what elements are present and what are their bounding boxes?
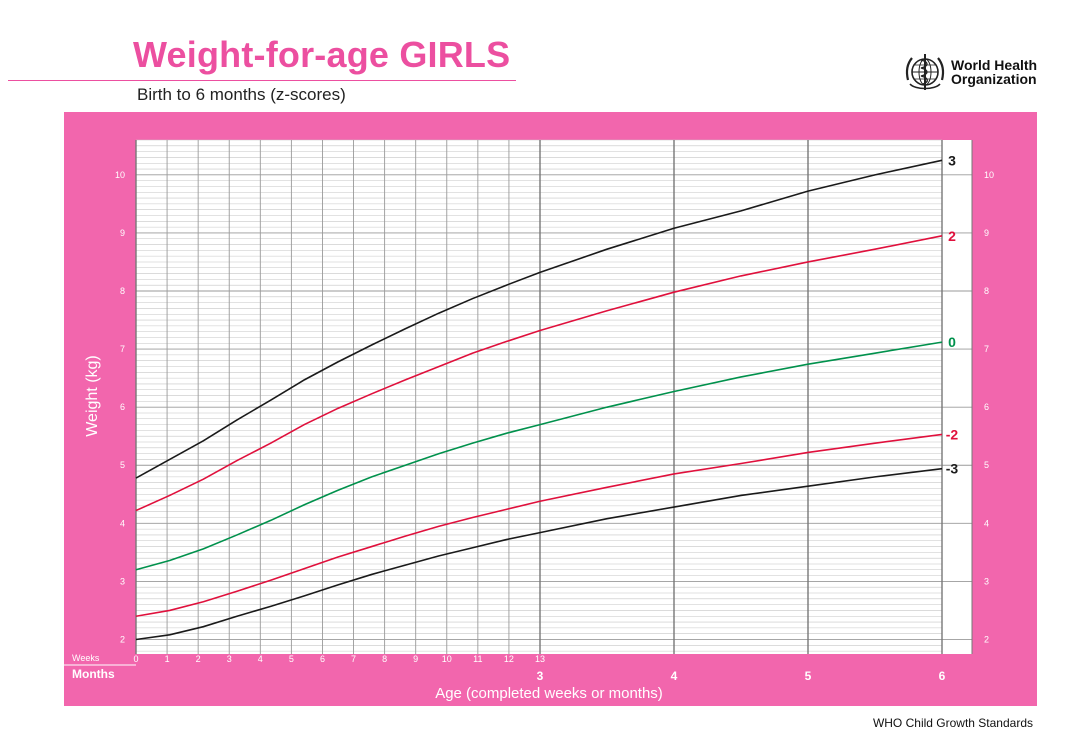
y-tick-label-left: 2 [120,634,125,644]
y-tick-label-right: 10 [984,170,994,180]
x-week-tick-label: 7 [351,654,356,664]
y-tick-label-left: 4 [120,518,125,528]
x-week-tick-label: 4 [258,654,263,664]
y-tick-label-left: 5 [120,460,125,470]
plot-area [136,140,972,654]
x-week-tick-label: 0 [133,654,138,664]
y-tick-label-right: 5 [984,460,989,470]
y-tick-label-right: 2 [984,634,989,644]
series-label: -2 [946,426,959,442]
x-week-tick-label: 13 [535,654,545,664]
series-label: -3 [946,461,959,477]
x-week-tick-label: 8 [382,654,387,664]
x-week-tick-label: 5 [289,654,294,664]
x-month-tick-label: 3 [537,669,544,683]
y-tick-label-left: 10 [115,170,125,180]
x-week-tick-label: 9 [413,654,418,664]
series-line-zminus2 [135,433,943,618]
y-tick-label-right: 6 [984,402,989,412]
grid [135,139,972,654]
series-label: 2 [948,228,956,244]
who-emblem-icon [905,54,945,90]
who-name-line1: World Health [951,57,1038,73]
x-month-tick-label: 4 [671,669,678,683]
series-line-z3 [135,159,943,479]
y-tick-label-left: 8 [120,286,125,296]
y-tick-label-left: 9 [120,228,125,238]
y-tick-label-left: 6 [120,402,125,412]
months-row-label: Months [72,667,115,681]
x-week-tick-label: 10 [442,654,452,664]
y-tick-label-right: 9 [984,228,989,238]
who-logo: World Health Organization [903,50,1037,94]
series-line-z0 [135,341,943,571]
weeks-row-label: Weeks [72,653,100,663]
footer-source: WHO Child Growth Standards [872,716,1033,730]
x-axis-title: Age (completed weeks or months) [435,685,663,702]
x-week-tick-label: 3 [227,654,232,664]
y-tick-label-right: 8 [984,286,989,296]
x-week-tick-label: 2 [196,654,201,664]
page-title: Weight-for-age GIRLS [133,34,511,75]
y-tick-label-left: 3 [120,576,125,586]
x-week-tick-label: 6 [320,654,325,664]
series-line-z2 [135,235,943,512]
who-name-line2: Organization [951,71,1037,87]
y-tick-label-right: 4 [984,518,989,528]
series-label: 0 [948,334,956,350]
x-month-tick-label: 6 [939,669,946,683]
page-subtitle: Birth to 6 months (z-scores) [137,85,346,104]
series-line-zminus3 [135,467,943,641]
series-label: 3 [948,152,956,168]
y-tick-label-right: 3 [984,576,989,586]
title-rule [8,80,516,81]
x-week-tick-label: 12 [504,654,514,664]
y-tick-label-right: 7 [984,344,989,354]
who-name: World Health Organization [951,58,1037,86]
y-tick-label-left: 7 [120,344,125,354]
y-axis-title: Weight (kg) [84,355,101,437]
x-week-tick-label: 1 [165,654,170,664]
x-week-tick-label: 11 [473,654,482,664]
x-month-tick-label: 5 [805,669,812,683]
